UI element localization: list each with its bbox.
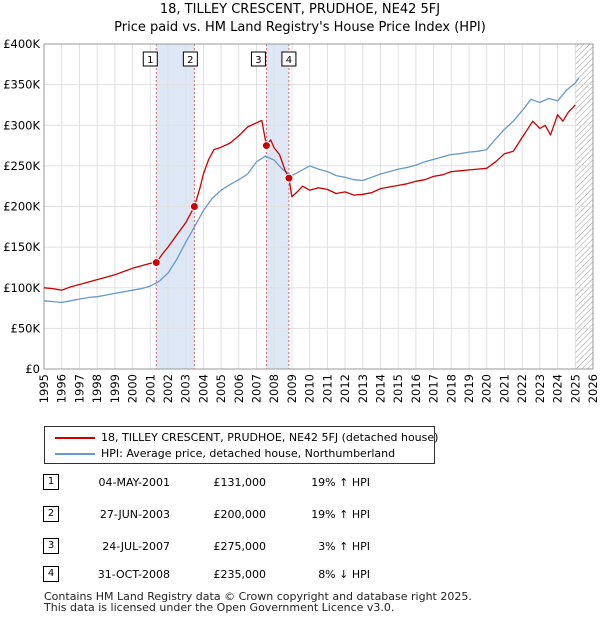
chart-title: 18, TILLEY CRESCENT, PRUDHOE, NE42 5FJ [159, 2, 441, 17]
x-tick-label: 2015 [391, 374, 405, 403]
sale-marker-box-3 [250, 51, 266, 67]
x-tick-label: 2008 [267, 374, 281, 403]
transaction-date: 31-OCT-2008 [97, 568, 170, 581]
transaction-number: 1 [43, 474, 59, 490]
x-tick-label: 2019 [462, 374, 476, 403]
x-tick-label: 2018 [444, 374, 458, 403]
transaction-price: £131,000 [213, 476, 267, 489]
transaction-price: £200,000 [213, 508, 267, 521]
x-tick-label: 2000 [126, 374, 140, 403]
x-tick-label: 2026 [586, 374, 600, 403]
property-price-line [43, 104, 576, 291]
x-tick-label: 2023 [533, 374, 547, 403]
x-tick-label: 1998 [90, 374, 104, 403]
footer-licence: This data is licensed under the Open Gov… [44, 601, 395, 614]
x-tick-label: 1995 [37, 374, 51, 403]
sale-point-1 [151, 258, 161, 268]
legend-label-property: 18, TILLEY CRESCENT, PRUDHOE, NE42 5FJ (… [101, 431, 439, 444]
transaction-number: 4 [43, 566, 59, 582]
x-tick-label: 2024 [551, 374, 565, 403]
x-tick-label: 2013 [356, 374, 370, 403]
chart-subtitle: Price paid vs. HM Land Registry's House … [114, 20, 486, 35]
transaction-price: £235,000 [213, 568, 267, 581]
x-tick-label: 2009 [285, 374, 299, 403]
transaction-row: 2 27-JUN-2003 £200,000 19% ↑ HPI [0, 506, 600, 524]
transaction-number: 2 [43, 506, 59, 522]
transaction-date: 27-JUN-2003 [99, 508, 170, 521]
x-tick-label: 2022 [515, 374, 529, 403]
transaction-hpi: 3% ↑ HPI [318, 540, 370, 553]
y-tick-label: £0 [25, 362, 40, 376]
plot-frame [43, 43, 594, 370]
x-tick-label: 2014 [373, 374, 387, 403]
transaction-number: 3 [43, 538, 59, 554]
hpi-line [43, 77, 580, 304]
x-tick-label: 2010 [303, 374, 317, 403]
x-tick-label: 1996 [55, 374, 69, 403]
x-tick-label: 2005 [214, 374, 228, 403]
transaction-hpi: 19% ↑ HPI [311, 508, 370, 521]
x-tick-label: 2006 [232, 374, 246, 403]
footer-copyright: Contains HM Land Registry data © Crown c… [44, 590, 472, 603]
x-tick-label: 2025 [568, 374, 582, 403]
x-tick-label: 2020 [480, 374, 494, 403]
x-tick-label: 2002 [161, 374, 175, 403]
x-tick-label: 2011 [320, 374, 334, 403]
sale-marker-label-2: 2 [187, 55, 193, 66]
sale-point-2 [189, 202, 199, 211]
transaction-date: 24-JUL-2007 [102, 540, 170, 553]
legend: 18, TILLEY CRESCENT, PRUDHOE, NE42 5FJ (… [44, 426, 439, 464]
sale-point-4 [284, 173, 294, 183]
y-tick-label: £200K [3, 200, 40, 214]
y-tick-label: £100K [3, 281, 40, 295]
sale-marker-box-2 [182, 51, 198, 67]
transaction-date: 04-MAY-2001 [98, 476, 170, 489]
x-tick-label: 1997 [72, 374, 86, 403]
x-tick-label: 2004 [196, 374, 210, 403]
x-tick-label: 1999 [108, 374, 122, 403]
legend-swatch-red [55, 437, 95, 439]
sale-marker-box-1 [142, 51, 158, 67]
sale-marker-label-1: 1 [147, 55, 153, 66]
sale-marker-label-3: 3 [255, 55, 261, 66]
y-tick-label: £150K [3, 240, 40, 254]
transaction-hpi: 8% ↓ HPI [318, 568, 370, 581]
y-tick-label: £50K [11, 321, 41, 335]
sale-marker-label-4: 4 [286, 55, 292, 66]
x-tick-label: 2021 [497, 374, 511, 403]
x-tick-label: 2016 [409, 374, 423, 403]
y-tick-label: £350K [3, 78, 40, 92]
transaction-row: 1 04-MAY-2001 £131,000 19% ↑ HPI [0, 474, 600, 492]
legend-swatch-blue [55, 453, 95, 455]
x-tick-label: 2003 [179, 374, 193, 403]
transaction-row: 3 24-JUL-2007 £275,000 3% ↑ HPI [0, 538, 600, 556]
transaction-price: £275,000 [213, 540, 267, 553]
y-tick-label: £400K [3, 37, 40, 51]
x-tick-label: 2007 [250, 374, 264, 403]
x-tick-label: 2017 [427, 374, 441, 403]
transaction-row: 4 31-OCT-2008 £235,000 8% ↓ HPI [0, 566, 600, 584]
transaction-hpi: 19% ↑ HPI [311, 476, 370, 489]
y-tick-label: £250K [3, 159, 40, 173]
price-chart: 1 2 3 4 £0 £50K £100K £150K £200K £250K £300K £350K… [3, 37, 600, 403]
y-tick-label: £300K [3, 118, 40, 132]
sale-point-3 [261, 141, 271, 151]
legend-label-hpi: HPI: Average price, detached house, Nort… [101, 447, 396, 460]
x-tick-label: 2012 [338, 374, 352, 403]
sale-marker-box-4 [281, 51, 297, 67]
x-tick-label: 2001 [143, 374, 157, 403]
